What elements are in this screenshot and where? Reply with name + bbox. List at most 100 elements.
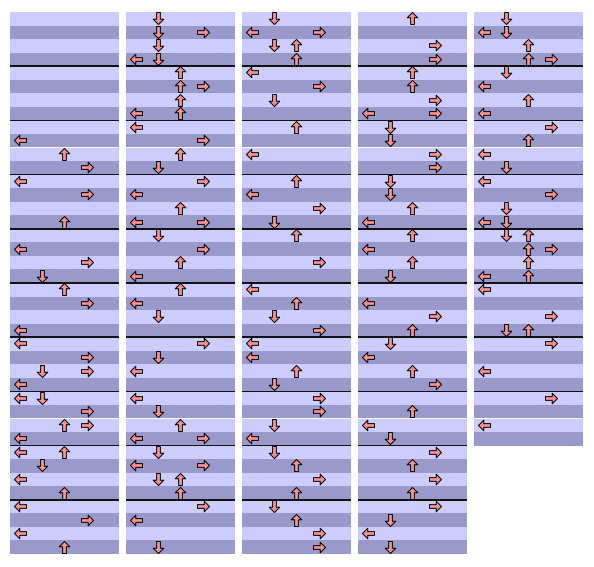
arrow-left-icon bbox=[129, 120, 144, 135]
row-stripe bbox=[358, 120, 467, 134]
row-stripe bbox=[126, 242, 235, 256]
measure-line bbox=[10, 444, 119, 447]
arrow-right-icon bbox=[544, 391, 559, 406]
row-stripe bbox=[126, 296, 235, 311]
measure-line bbox=[358, 228, 467, 230]
arrow-right-icon bbox=[196, 336, 211, 351]
arrow-left-icon bbox=[13, 553, 28, 554]
measure-line bbox=[10, 173, 119, 176]
arrow-up-icon bbox=[57, 445, 72, 460]
row-stripe bbox=[474, 66, 583, 80]
arrow-down-icon bbox=[35, 364, 50, 379]
row-stripe bbox=[126, 459, 235, 473]
row-stripe bbox=[358, 377, 467, 392]
arrow-left-icon bbox=[477, 25, 492, 40]
row-stripe bbox=[242, 66, 351, 80]
arrow-up-icon bbox=[173, 106, 188, 121]
arrow-down-icon bbox=[267, 309, 282, 324]
row-stripe bbox=[10, 337, 119, 351]
arrow-down-icon bbox=[383, 174, 398, 189]
row-stripe bbox=[358, 296, 467, 311]
arrow-right-icon bbox=[428, 499, 443, 514]
arrow-up-icon bbox=[405, 79, 420, 94]
arrow-down-icon bbox=[383, 513, 398, 528]
measure-line bbox=[242, 173, 351, 176]
chart-column-3 bbox=[242, 12, 351, 554]
arrow-down-icon bbox=[151, 38, 166, 53]
row-stripe bbox=[126, 269, 235, 283]
arrow-down-icon bbox=[383, 540, 398, 554]
measure-line bbox=[126, 444, 235, 447]
row-stripe bbox=[242, 12, 351, 26]
measure-line bbox=[358, 390, 467, 393]
row-stripe bbox=[242, 323, 351, 338]
arrow-left-icon bbox=[129, 296, 144, 311]
arrow-left-icon bbox=[477, 79, 492, 94]
row-stripe bbox=[474, 120, 583, 134]
row-stripe bbox=[10, 228, 119, 243]
row-stripe bbox=[10, 364, 119, 378]
arrow-left-icon bbox=[477, 106, 492, 121]
row-stripe bbox=[126, 513, 235, 527]
arrow-up-icon bbox=[289, 120, 304, 135]
row-stripe bbox=[10, 120, 119, 134]
arrow-down-icon bbox=[267, 93, 282, 108]
arrow-left-icon bbox=[13, 242, 28, 257]
arrow-right-icon bbox=[80, 350, 95, 365]
arrow-left-icon bbox=[13, 323, 28, 338]
arrow-right-icon bbox=[428, 160, 443, 175]
arrow-up-icon bbox=[521, 133, 536, 148]
arrow-down-icon bbox=[499, 215, 514, 230]
row-stripe bbox=[358, 242, 467, 256]
row-stripe bbox=[358, 93, 467, 107]
measure-line bbox=[474, 228, 583, 230]
measure-line bbox=[126, 282, 235, 284]
row-stripe bbox=[126, 540, 235, 554]
row-stripe bbox=[126, 445, 235, 460]
row-stripe bbox=[242, 79, 351, 94]
row-stripe bbox=[474, 418, 583, 433]
row-stripe bbox=[126, 364, 235, 378]
arrow-left-icon bbox=[477, 364, 492, 379]
measure-line bbox=[242, 228, 351, 230]
arrow-right-icon bbox=[312, 526, 327, 541]
row-stripe bbox=[126, 337, 235, 351]
arrow-left-icon bbox=[129, 364, 144, 379]
arrow-left-icon bbox=[245, 282, 260, 297]
row-stripe bbox=[126, 39, 235, 53]
row-stripe bbox=[242, 526, 351, 541]
measure-line bbox=[474, 336, 583, 338]
arrow-down-icon bbox=[499, 12, 514, 26]
arrow-left-icon bbox=[13, 391, 28, 406]
arrow-up-icon bbox=[521, 228, 536, 243]
arrow-right-icon bbox=[80, 553, 95, 554]
measure-line bbox=[126, 336, 235, 338]
arrow-left-icon bbox=[129, 431, 144, 446]
row-stripe bbox=[10, 255, 119, 270]
arrow-down-icon bbox=[383, 120, 398, 135]
row-stripe bbox=[358, 499, 467, 514]
row-stripe bbox=[242, 93, 351, 107]
row-stripe bbox=[10, 12, 119, 26]
arrow-right-icon bbox=[80, 255, 95, 270]
row-stripe bbox=[126, 25, 235, 40]
row-stripe bbox=[126, 52, 235, 67]
arrow-down-icon bbox=[151, 52, 166, 67]
measure-line bbox=[126, 228, 235, 230]
row-stripe bbox=[10, 201, 119, 216]
row-stripe bbox=[474, 404, 583, 419]
arrow-down-icon bbox=[267, 215, 282, 230]
arrow-up-icon bbox=[173, 282, 188, 297]
arrow-left-icon bbox=[361, 350, 376, 365]
arrow-down-icon bbox=[383, 187, 398, 202]
arrow-up-icon bbox=[173, 65, 188, 80]
arrow-up-icon bbox=[173, 201, 188, 216]
arrow-left-icon bbox=[477, 418, 492, 433]
row-stripe bbox=[126, 391, 235, 405]
row-stripe bbox=[242, 472, 351, 487]
row-stripe bbox=[10, 188, 119, 202]
arrow-right-icon bbox=[428, 93, 443, 108]
arrow-up-icon bbox=[521, 38, 536, 53]
arrow-right-icon bbox=[428, 106, 443, 121]
arrow-up-icon bbox=[405, 364, 420, 379]
